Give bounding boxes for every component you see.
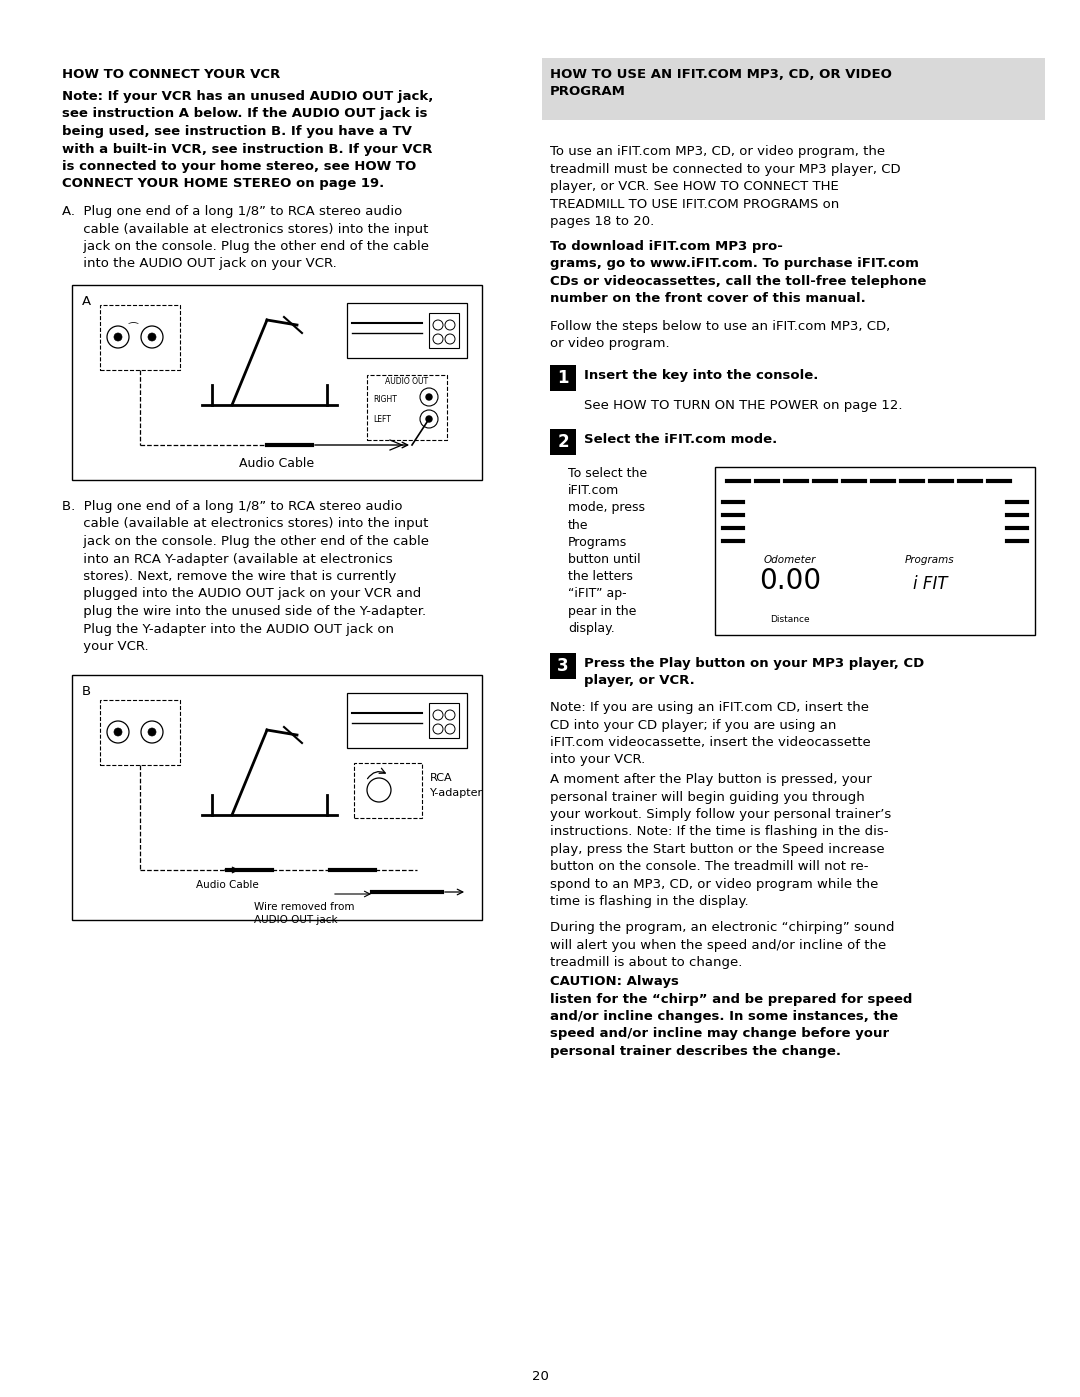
Text: Note: If your VCR has an unused AUDIO OUT jack,
see instruction A below. If the : Note: If your VCR has an unused AUDIO OU…: [62, 89, 433, 190]
Bar: [715, 467, 1035, 636]
Bar: [354, 763, 422, 819]
Text: Y-adapter: Y-adapter: [430, 788, 483, 798]
Text: See HOW TO TURN ON THE POWER on page 12.: See HOW TO TURN ON THE POWER on page 12.: [584, 400, 903, 412]
Text: B.  Plug one end of a long 1/8” to RCA stereo audio
     cable (available at ele: B. Plug one end of a long 1/8” to RCA st…: [62, 500, 429, 652]
Bar: [550, 429, 576, 455]
Bar: [100, 305, 180, 370]
Text: Wire removed from: Wire removed from: [254, 902, 354, 912]
Text: Programs: Programs: [905, 555, 955, 564]
Text: AUDIO OUT jack: AUDIO OUT jack: [254, 915, 338, 925]
Text: 1: 1: [557, 369, 569, 387]
Text: Audio Cable: Audio Cable: [240, 457, 314, 469]
Text: HOW TO USE AN IFIT.COM MP3, CD, OR VIDEO
PROGRAM: HOW TO USE AN IFIT.COM MP3, CD, OR VIDEO…: [550, 68, 892, 98]
Bar: [347, 303, 467, 358]
Text: To use an iFIT.com MP3, CD, or video program, the
treadmill must be connected to: To use an iFIT.com MP3, CD, or video pro…: [550, 145, 901, 228]
Bar: [550, 365, 576, 391]
Bar: [429, 703, 459, 738]
Text: 2: 2: [557, 433, 569, 451]
Text: ⁀: ⁀: [129, 324, 137, 334]
Bar: [72, 285, 482, 481]
Text: A moment after the Play button is pressed, your
personal trainer will begin guid: A moment after the Play button is presse…: [550, 773, 891, 908]
Text: AUDIO OUT: AUDIO OUT: [386, 377, 429, 386]
Text: Follow the steps below to use an iFIT.com MP3, CD,
or video program.: Follow the steps below to use an iFIT.co…: [550, 320, 890, 351]
Text: CAUTION: Always
listen for the “chirp” and be prepared for speed
and/or incline : CAUTION: Always listen for the “chirp” a…: [550, 975, 913, 1058]
Text: HOW TO CONNECT YOUR VCR: HOW TO CONNECT YOUR VCR: [62, 68, 280, 81]
Text: 0.00: 0.00: [759, 567, 821, 595]
Text: Note: If you are using an iFIT.com CD, insert the
CD into your CD player; if you: Note: If you are using an iFIT.com CD, i…: [550, 701, 870, 767]
Text: A: A: [82, 295, 91, 307]
Text: To select the
iFIT.com
mode, press
the
Programs
button until
the letters
“iFIT” : To select the iFIT.com mode, press the P…: [568, 467, 647, 634]
Circle shape: [426, 394, 432, 400]
Bar: [72, 675, 482, 921]
Text: Distance: Distance: [770, 615, 810, 624]
Text: To download iFIT.com MP3 pro-
grams, go to www.iFIT.com. To purchase iFIT.com
CD: To download iFIT.com MP3 pro- grams, go …: [550, 240, 927, 306]
Text: Insert the key into the console.: Insert the key into the console.: [584, 369, 819, 381]
Text: RIGHT: RIGHT: [373, 395, 396, 404]
Text: Audio Cable: Audio Cable: [195, 880, 258, 890]
Text: LEFT: LEFT: [373, 415, 391, 425]
Bar: [347, 693, 467, 747]
Bar: [100, 700, 180, 766]
Text: During the program, an electronic “chirping” sound
will alert you when the speed: During the program, an electronic “chirp…: [550, 921, 894, 970]
Text: A.  Plug one end of a long 1/8” to RCA stereo audio
     cable (available at ele: A. Plug one end of a long 1/8” to RCA st…: [62, 205, 429, 271]
Text: RCA: RCA: [430, 773, 453, 782]
Text: Press the Play button on your MP3 player, CD
player, or VCR.: Press the Play button on your MP3 player…: [584, 657, 924, 687]
Circle shape: [114, 332, 122, 341]
Circle shape: [114, 728, 122, 736]
Bar: [367, 374, 447, 440]
Text: 20: 20: [531, 1370, 549, 1383]
Circle shape: [426, 416, 432, 422]
Bar: [550, 652, 576, 679]
Circle shape: [148, 728, 156, 736]
Text: i FIT: i FIT: [913, 576, 947, 592]
Circle shape: [148, 332, 156, 341]
Bar: [542, 59, 1045, 120]
Text: B: B: [82, 685, 91, 698]
Text: Select the iFIT.com mode.: Select the iFIT.com mode.: [584, 433, 778, 446]
Bar: [429, 313, 459, 348]
Text: Odometer: Odometer: [764, 555, 816, 564]
Text: 3: 3: [557, 657, 569, 675]
